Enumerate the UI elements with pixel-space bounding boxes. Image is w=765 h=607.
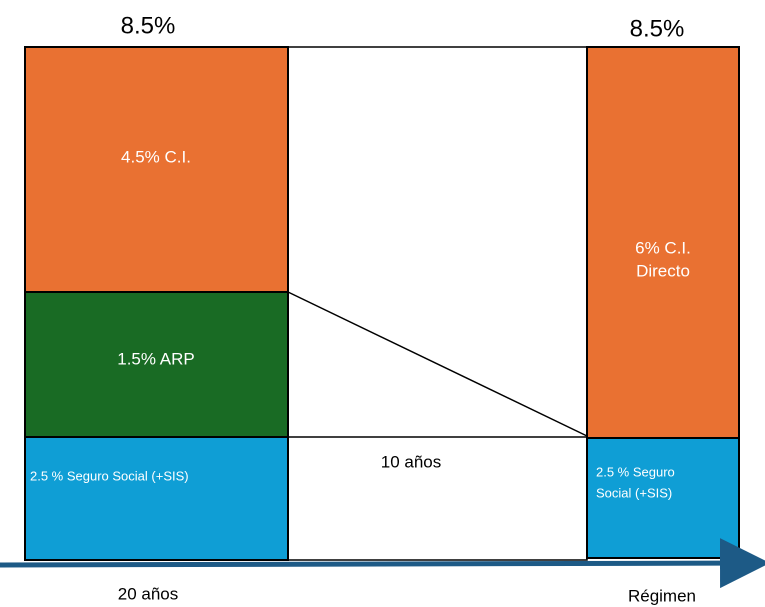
segment-label: Social (+SIS) xyxy=(596,485,672,500)
segment-label: 6% C.I. xyxy=(635,238,691,257)
right-ci xyxy=(586,46,740,439)
segment-label: 4.5% C.I. xyxy=(121,147,191,166)
left-bottom-label: 20 años xyxy=(118,584,179,603)
middle-box xyxy=(287,46,588,561)
left-top-label: 8.5% xyxy=(121,12,176,39)
right-bottom-label: Régimen xyxy=(628,586,696,605)
left-arp xyxy=(24,291,289,438)
segment-label: 1.5% ARP xyxy=(117,349,195,368)
segment-label: Directo xyxy=(636,261,690,280)
diagonal xyxy=(287,291,588,437)
left-ci xyxy=(24,46,289,293)
timeline-arrow xyxy=(0,538,765,589)
right-ss xyxy=(586,437,740,559)
left-ss xyxy=(24,436,289,561)
right-top-label: 8.5% xyxy=(630,15,685,42)
segment-label: 2.5 % Seguro xyxy=(596,464,675,479)
middle-label: 10 años xyxy=(381,452,442,471)
segment-label: 2.5 % Seguro Social (+SIS) xyxy=(30,468,189,483)
